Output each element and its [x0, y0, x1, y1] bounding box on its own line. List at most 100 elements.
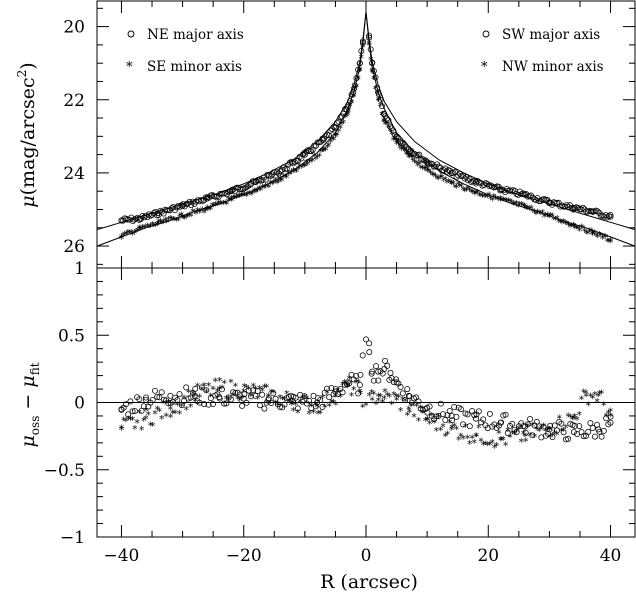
residual-point-star: * — [586, 401, 591, 412]
residual-point-circle — [239, 402, 246, 409]
data-point-star: * — [373, 84, 378, 95]
data-point-star: * — [266, 183, 271, 194]
residual-point-star: * — [441, 422, 446, 433]
data-point-circle — [136, 215, 143, 222]
data-point-star: * — [508, 198, 513, 209]
data-point-star: * — [563, 219, 568, 230]
data-point-star: * — [326, 142, 331, 153]
residual-point-star: * — [427, 420, 432, 431]
data-point-star: * — [221, 199, 226, 210]
residual-point-star: * — [479, 437, 484, 448]
residual-point-star: * — [380, 398, 385, 409]
data-point-star: * — [504, 197, 509, 208]
data-point-star: * — [527, 205, 532, 216]
residual-point-star: * — [309, 402, 314, 413]
data-point-star: * — [587, 227, 592, 238]
residual-point-star: * — [461, 435, 466, 446]
data-point-star: * — [357, 66, 362, 77]
residual-point-star: * — [543, 427, 548, 438]
residual-point-star: * — [394, 393, 399, 404]
residual-point-circle — [314, 399, 321, 406]
residual-point-star: * — [143, 415, 148, 426]
data-point-star: * — [341, 118, 346, 129]
y-tick-label: 26 — [63, 237, 85, 257]
residual-point-star: * — [376, 397, 381, 408]
residual-point-star: * — [548, 433, 553, 444]
data-point-circle — [277, 168, 284, 175]
data-point-star: * — [577, 226, 582, 237]
data-point-star: * — [480, 192, 485, 203]
residual-point-circle — [448, 412, 455, 419]
residual-point-circle — [203, 387, 210, 394]
data-point-circle — [366, 34, 373, 41]
data-point-star: * — [351, 92, 356, 103]
residual-point-circle — [243, 399, 250, 406]
residual-point-star: * — [333, 401, 338, 412]
residual-point-star: * — [369, 389, 374, 400]
residual-point-star: * — [193, 397, 198, 408]
residual-point-star: * — [123, 417, 128, 428]
data-point-star: * — [156, 220, 161, 231]
residual-point-circle — [339, 389, 346, 396]
data-point-circle — [393, 133, 400, 140]
data-point-star: * — [299, 164, 304, 175]
data-point-star: * — [475, 189, 480, 200]
residual-point-star: * — [474, 432, 479, 443]
data-point-star: * — [171, 215, 176, 226]
residual-point-star: * — [554, 431, 559, 442]
residual-point-star: * — [135, 418, 140, 429]
data-point-circle — [358, 48, 365, 54]
legend-label-ne-major: NE major axis — [147, 27, 244, 43]
residual-point-star: * — [170, 409, 175, 420]
residual-point-star: * — [144, 407, 149, 418]
data-point-star: * — [307, 158, 312, 169]
data-point-star: * — [474, 189, 479, 200]
residual-point-circle — [464, 411, 471, 418]
residual-point-circle — [259, 391, 266, 398]
data-point-circle — [387, 123, 394, 130]
data-point-star: * — [150, 221, 155, 232]
residual-point-star: * — [490, 438, 495, 449]
data-point-circle — [283, 165, 290, 172]
data-point-circle — [274, 169, 280, 176]
residual-point-star: * — [592, 390, 597, 401]
residual-point-star: * — [345, 382, 350, 393]
residual-point-star: * — [590, 394, 595, 405]
data-point-circle — [546, 199, 553, 206]
data-point-circle — [500, 187, 507, 194]
residual-point-star: * — [525, 422, 530, 433]
data-point-circle — [565, 203, 572, 210]
data-point-star: * — [525, 204, 530, 215]
residual-point-circle — [547, 422, 554, 429]
residual-point-star: * — [202, 382, 207, 393]
residual-point-star: * — [287, 398, 292, 409]
residual-point-star: * — [266, 392, 271, 403]
residual-point-star: * — [128, 416, 133, 427]
data-point-star: * — [555, 214, 560, 225]
data-point-star: * — [547, 213, 552, 224]
residual-point-star: * — [557, 414, 562, 425]
data-point-star: * — [517, 201, 522, 212]
data-point-circle — [484, 181, 491, 187]
data-point-star: * — [262, 184, 267, 195]
residual-point-star: * — [164, 412, 169, 423]
residual-point-circle — [589, 425, 596, 431]
data-point-star: * — [464, 187, 469, 198]
data-point-star: * — [125, 228, 130, 239]
data-point-star: * — [516, 202, 521, 213]
residual-point-star: * — [537, 427, 542, 438]
residual-point-star: * — [452, 422, 457, 433]
data-point-star: * — [561, 217, 566, 228]
residual-point-circle — [344, 379, 351, 386]
residual-point-star: * — [608, 407, 613, 418]
residual-point-star: * — [327, 402, 332, 413]
residual-point-star: * — [429, 412, 434, 423]
residual-point-circle — [143, 394, 149, 401]
residual-point-circle — [142, 396, 149, 403]
data-point-circle — [607, 213, 614, 220]
data-point-star: * — [360, 41, 365, 52]
residual-point-star: * — [271, 389, 276, 400]
residual-point-star: * — [436, 413, 441, 424]
residual-point-star: * — [512, 430, 517, 441]
data-point-star: * — [138, 225, 143, 236]
